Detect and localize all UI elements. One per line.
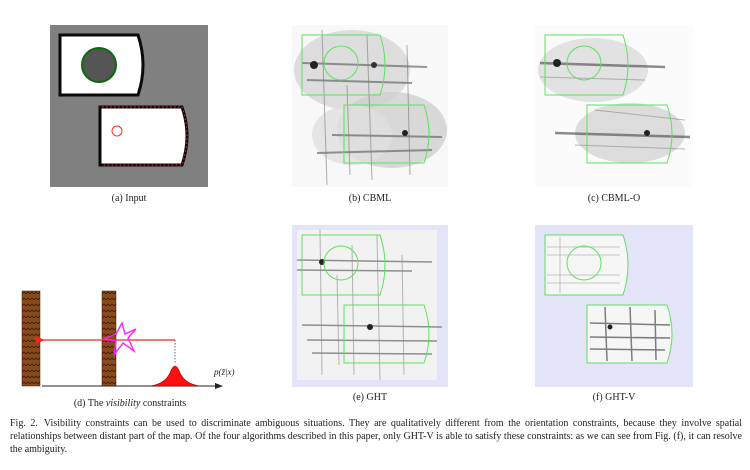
caption-method: GHT-V	[403, 431, 434, 442]
subfig-f-method: GHT-V	[605, 392, 636, 403]
subfig-c-method: CBML-O	[601, 193, 641, 204]
subfig-a-caption: (a) Input	[111, 193, 147, 204]
subfig-b-prefix: (b)	[348, 193, 361, 204]
subfig-d-caption: (d) The visibility constraints	[10, 398, 250, 409]
panel-b-cbml	[292, 25, 448, 187]
caption-label: Fig. 2.	[10, 418, 38, 429]
subfig-b-method: CBML	[362, 193, 392, 204]
subfig-e-caption: (e) GHT	[292, 392, 448, 403]
subfig-c-caption: (c) CBML-O	[535, 193, 693, 204]
subfig-d-suffix: constraints	[142, 398, 187, 409]
panel-d-visibility	[10, 285, 280, 393]
subfig-d-emph: visibility	[105, 398, 141, 409]
subfig-d-prefix: (d) The	[73, 398, 104, 409]
star-marker	[101, 321, 137, 356]
caption-part1: Visibility constraints can be used to di…	[10, 418, 742, 442]
panel-c-cbml-o	[535, 25, 693, 187]
figure-caption: Fig. 2. Visibility constraints can be use…	[10, 417, 742, 456]
subfig-b-caption: (b) CBML	[292, 193, 448, 204]
panel-e-ght	[292, 225, 448, 387]
caption-part2: is able to satisfy these constraints: as…	[10, 431, 742, 455]
subfig-f-prefix: (f)	[592, 392, 603, 403]
probability-peak	[149, 365, 201, 387]
subfig-e-method: GHT	[366, 392, 388, 403]
subfig-c-prefix: (c)	[587, 193, 599, 204]
axis-label-pz: p(z̃|x)	[214, 367, 235, 377]
subfig-e-prefix: (e)	[352, 392, 365, 403]
wall-left	[21, 290, 41, 387]
subfig-f-caption: (f) GHT-V	[535, 392, 693, 403]
panel-a-input	[50, 25, 208, 187]
panel-f-ght-v	[535, 225, 693, 387]
